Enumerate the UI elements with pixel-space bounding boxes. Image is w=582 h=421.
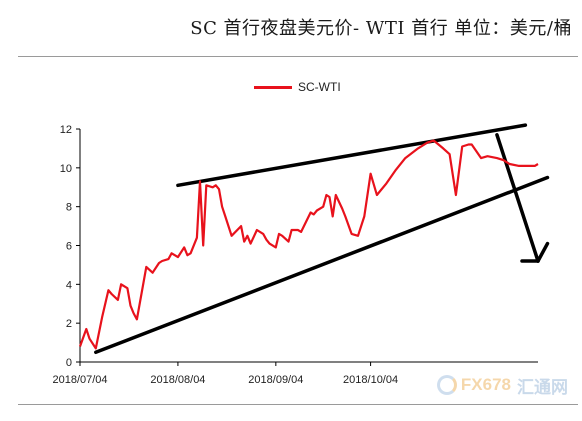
chart-title: SC 首行夜盘美元价- WTI 首行 单位：美元/桶 — [190, 18, 572, 39]
x-tick-label-1: 2018/08/04 — [150, 374, 205, 386]
y-tick-label-0: 0 — [66, 357, 72, 369]
watermark: FX678 汇通网 — [436, 374, 568, 397]
y-tick-label-12: 12 — [60, 124, 72, 136]
annotation-arrow-head-tail-3 — [536, 241, 550, 263]
legend-label-sc-wti: SC-WTI — [298, 80, 341, 94]
annotation-trendline-0 — [176, 123, 528, 188]
watermark-brand: FX678 — [460, 375, 511, 394]
annotation-arrow-2 — [495, 133, 540, 263]
watermark-site: 汇通网 — [517, 377, 568, 397]
x-tick-label-2: 2018/09/04 — [248, 374, 303, 386]
series-line-0 — [78, 139, 539, 350]
legend-swatch-sc-wti — [254, 85, 292, 89]
x-tick-label-3: 2018/10/04 — [343, 374, 398, 386]
y-tick-label-8: 8 — [66, 202, 72, 214]
annotation-trendline-1 — [94, 175, 550, 355]
x-tick-label-0: 2018/07/04 — [52, 374, 107, 386]
footer-divider — [18, 404, 578, 405]
header-divider — [18, 56, 578, 57]
fx678-logo-icon — [436, 375, 457, 395]
y-tick-label-4: 4 — [66, 279, 72, 291]
y-tick-label-6: 6 — [66, 241, 72, 253]
y-tick-label-10: 10 — [60, 163, 72, 175]
legend: SC-WTI — [254, 79, 341, 95]
y-tick-label-2: 2 — [66, 318, 72, 330]
